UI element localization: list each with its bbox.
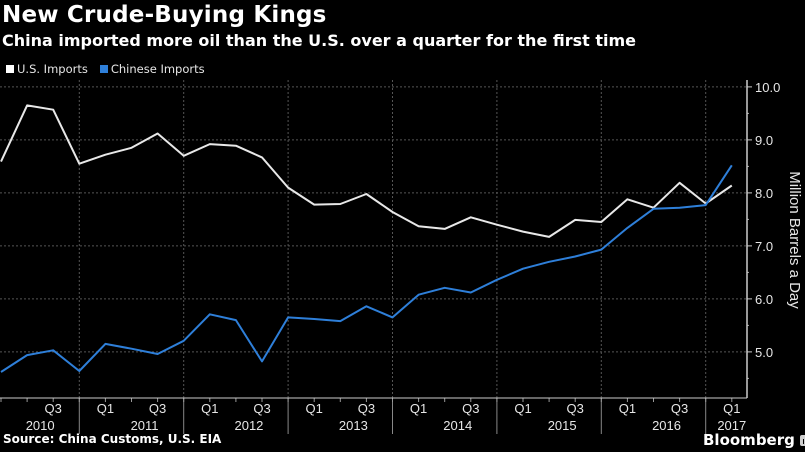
x-quarter-label: Q3 xyxy=(567,401,584,416)
series-lines xyxy=(0,104,733,373)
series-line-chinese-imports xyxy=(0,164,733,373)
legend-item-us: U.S. Imports xyxy=(6,62,88,76)
chart-icon xyxy=(799,434,805,446)
legend-item-china: Chinese Imports xyxy=(99,62,205,76)
y-tick-label: 5.0 xyxy=(755,345,773,360)
x-year-label: 2011 xyxy=(131,418,159,433)
x-year-label: 2016 xyxy=(652,418,681,433)
bloomberg-logo: Bloomberg xyxy=(703,431,805,449)
legend-swatch-us xyxy=(6,65,14,73)
y-tick-label: 7.0 xyxy=(755,239,773,254)
gridlines xyxy=(0,80,747,398)
brand-name: Bloomberg xyxy=(703,431,795,449)
x-quarter-label: Q1 xyxy=(514,401,531,416)
chart-subtitle: China imported more oil than the U.S. ov… xyxy=(2,31,637,50)
source-note: Source: China Customs, U.S. EIA xyxy=(3,432,222,446)
y-tick-label: 8.0 xyxy=(755,186,773,201)
axes xyxy=(0,80,752,434)
x-year-label: 2013 xyxy=(339,418,368,433)
x-quarter-label: Q3 xyxy=(45,401,62,416)
series-line-us-imports xyxy=(0,104,733,238)
x-year-label: 2015 xyxy=(548,418,577,433)
x-quarter-label: Q3 xyxy=(462,401,479,416)
y-tick-label: 6.0 xyxy=(755,292,773,307)
y-tick-label: 10.0 xyxy=(755,80,780,95)
chart-title: New Crude-Buying Kings xyxy=(2,2,327,28)
x-quarter-label: Q3 xyxy=(253,401,270,416)
x-year-label: 2017 xyxy=(717,418,746,433)
x-quarter-label: Q1 xyxy=(410,401,427,416)
x-quarter-label: Q1 xyxy=(306,401,323,416)
x-quarter-label: Q3 xyxy=(149,401,166,416)
x-year-label: 2014 xyxy=(443,418,472,433)
x-year-label: 2010 xyxy=(26,418,55,433)
x-quarter-label: Q3 xyxy=(358,401,375,416)
legend: U.S. Imports Chinese Imports xyxy=(6,62,205,76)
x-quarter-label: Q1 xyxy=(97,401,114,416)
x-quarter-label: Q1 xyxy=(619,401,636,416)
tick-labels: 5.0 6.0 7.0 8.0 9.0 10.0 Q3 Q1 Q3 Q1 Q3 Q1 Q3 Q1 Q3 Q1 Q… xyxy=(26,80,781,433)
y-axis-label: Million Barrels a Day xyxy=(786,171,803,309)
legend-label-china: Chinese Imports xyxy=(110,62,205,76)
legend-label-us: U.S. Imports xyxy=(17,62,88,76)
x-quarter-label: Q3 xyxy=(671,401,688,416)
x-year-label: 2012 xyxy=(234,418,263,433)
x-quarter-label: Q1 xyxy=(201,401,218,416)
x-quarter-label: Q1 xyxy=(723,401,740,416)
legend-swatch-china xyxy=(99,65,108,73)
y-tick-label: 9.0 xyxy=(755,133,773,148)
